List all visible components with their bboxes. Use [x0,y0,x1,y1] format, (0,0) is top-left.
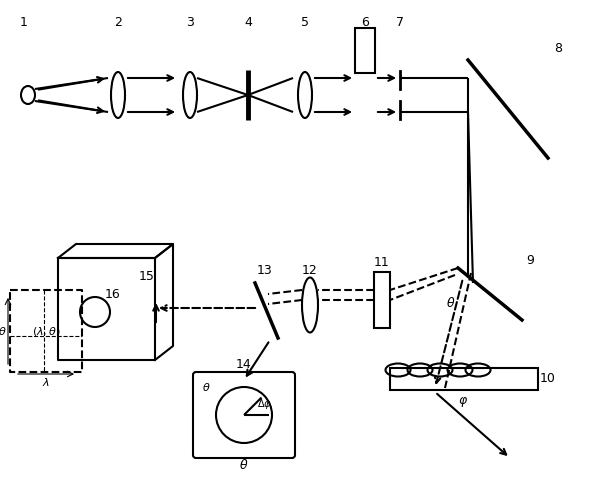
Bar [374,272,390,328]
Text: $\varphi$: $\varphi$ [458,395,468,409]
Text: 12: 12 [302,264,318,276]
Text: 15: 15 [139,269,155,283]
Text: $\theta$: $\theta$ [0,325,7,337]
Text: $(\lambda,\theta)$: $(\lambda,\theta)$ [31,324,60,337]
Text: 1: 1 [20,15,28,28]
FancyBboxPatch shape [193,372,295,458]
Text: $\theta$: $\theta$ [446,296,456,310]
Text: 14: 14 [236,359,252,372]
Text: $\theta$: $\theta$ [239,458,249,472]
Text: 2: 2 [114,15,122,28]
Bar [355,28,375,73]
Text: 9: 9 [526,253,534,266]
Text: $\Delta\varphi$: $\Delta\varphi$ [258,397,272,411]
Text: 16: 16 [105,288,121,301]
Text: 5: 5 [301,15,309,28]
Bar [390,368,538,390]
Text: 8: 8 [554,41,562,55]
Text: 10: 10 [540,372,556,385]
Text: 11: 11 [374,255,390,268]
Text: 6: 6 [361,15,369,28]
Text: $\lambda$: $\lambda$ [42,376,50,388]
Text: 13: 13 [257,264,273,277]
Text: 7: 7 [396,15,404,28]
Text: 4: 4 [244,15,252,28]
Text: 3: 3 [186,15,194,28]
Text: $\theta$: $\theta$ [202,381,210,393]
